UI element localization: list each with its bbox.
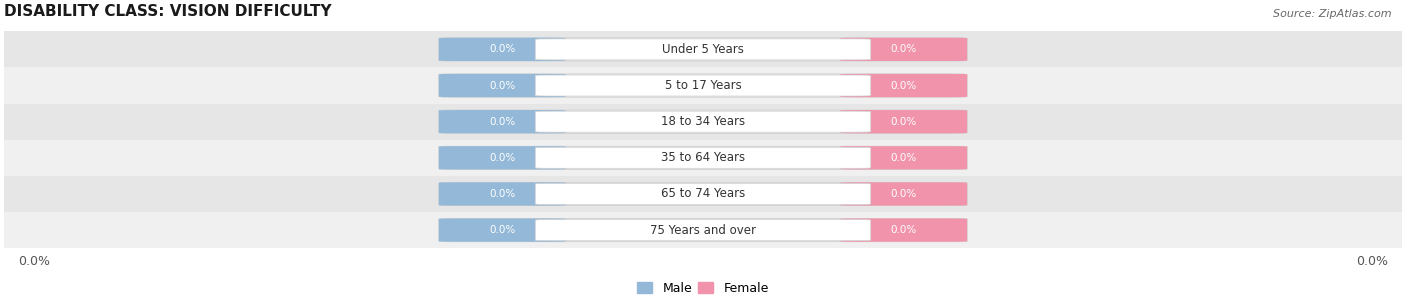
- FancyBboxPatch shape: [839, 110, 967, 133]
- Text: 0.0%: 0.0%: [489, 81, 516, 91]
- FancyBboxPatch shape: [439, 146, 567, 170]
- Text: 0.0%: 0.0%: [890, 45, 917, 54]
- FancyBboxPatch shape: [839, 74, 967, 97]
- Text: 0.0%: 0.0%: [890, 225, 917, 235]
- FancyBboxPatch shape: [439, 218, 567, 242]
- Text: 0.0%: 0.0%: [489, 189, 516, 199]
- Text: 0.0%: 0.0%: [489, 45, 516, 54]
- Bar: [4, 104, 1402, 140]
- FancyBboxPatch shape: [536, 184, 870, 204]
- Text: Under 5 Years: Under 5 Years: [662, 43, 744, 56]
- Text: 0.0%: 0.0%: [890, 189, 917, 199]
- Text: 0.0%: 0.0%: [489, 117, 516, 127]
- FancyBboxPatch shape: [439, 218, 967, 242]
- FancyBboxPatch shape: [439, 182, 967, 206]
- Bar: [4, 176, 1402, 212]
- FancyBboxPatch shape: [439, 38, 567, 61]
- FancyBboxPatch shape: [439, 38, 967, 61]
- Bar: [4, 67, 1402, 104]
- FancyBboxPatch shape: [439, 74, 967, 97]
- Text: 18 to 34 Years: 18 to 34 Years: [661, 115, 745, 128]
- Text: 65 to 74 Years: 65 to 74 Years: [661, 188, 745, 200]
- FancyBboxPatch shape: [536, 220, 870, 241]
- Bar: [4, 212, 1402, 248]
- FancyBboxPatch shape: [439, 74, 567, 97]
- Text: 5 to 17 Years: 5 to 17 Years: [665, 79, 741, 92]
- Text: DISABILITY CLASS: VISION DIFFICULTY: DISABILITY CLASS: VISION DIFFICULTY: [4, 4, 332, 19]
- Text: 0.0%: 0.0%: [18, 255, 51, 268]
- FancyBboxPatch shape: [536, 111, 870, 132]
- FancyBboxPatch shape: [536, 147, 870, 168]
- Bar: [4, 140, 1402, 176]
- Text: 0.0%: 0.0%: [890, 117, 917, 127]
- Text: Source: ZipAtlas.com: Source: ZipAtlas.com: [1274, 9, 1392, 19]
- FancyBboxPatch shape: [536, 39, 870, 60]
- FancyBboxPatch shape: [839, 146, 967, 170]
- FancyBboxPatch shape: [439, 110, 967, 133]
- FancyBboxPatch shape: [839, 182, 967, 206]
- Text: 75 Years and over: 75 Years and over: [650, 224, 756, 237]
- Text: 0.0%: 0.0%: [489, 153, 516, 163]
- Text: 0.0%: 0.0%: [890, 81, 917, 91]
- Bar: [4, 31, 1402, 67]
- Legend: Male, Female: Male, Female: [633, 277, 773, 300]
- FancyBboxPatch shape: [536, 75, 870, 96]
- Text: 35 to 64 Years: 35 to 64 Years: [661, 151, 745, 164]
- FancyBboxPatch shape: [439, 182, 567, 206]
- FancyBboxPatch shape: [839, 218, 967, 242]
- Text: 0.0%: 0.0%: [1355, 255, 1388, 268]
- FancyBboxPatch shape: [439, 146, 967, 170]
- Text: 0.0%: 0.0%: [890, 153, 917, 163]
- FancyBboxPatch shape: [839, 38, 967, 61]
- FancyBboxPatch shape: [439, 110, 567, 133]
- Text: 0.0%: 0.0%: [489, 225, 516, 235]
